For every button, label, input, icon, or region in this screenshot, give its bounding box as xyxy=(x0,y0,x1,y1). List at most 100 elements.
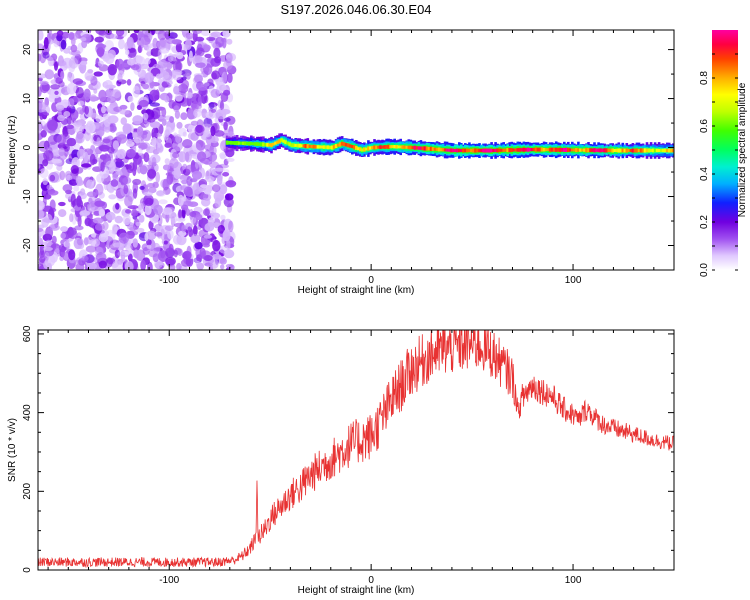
spectrogram-noise-blob xyxy=(66,137,77,147)
spectrogram-noise-blob xyxy=(75,176,83,185)
spectrogram-noise-blob xyxy=(133,137,142,144)
spectrogram-noise-blob xyxy=(146,244,152,249)
spectrogram-noise-blob xyxy=(181,179,188,185)
spectrogram-band-cell xyxy=(239,141,243,145)
spectrogram-band-cell xyxy=(571,148,574,152)
spectrogram-noise-blob xyxy=(103,124,111,133)
spectrogram-noise-blob xyxy=(127,37,133,49)
spectrogram-noise-blob xyxy=(205,111,217,119)
spectrogram-noise-blob xyxy=(139,165,148,175)
spectrogram-band-cell xyxy=(460,149,463,152)
snr-frame xyxy=(37,329,675,571)
spectrogram-band-cell xyxy=(431,147,435,151)
spectrogram-band-cell xyxy=(583,148,586,152)
spectrogram-noise-blob xyxy=(200,30,211,36)
spectrogram-noise-blob xyxy=(58,81,65,88)
spectrogram-band-cell xyxy=(546,148,550,152)
spectrogram-noise-blob xyxy=(104,53,115,65)
spectrogram-noise-blob xyxy=(105,84,116,89)
spectrogram-noise-blob xyxy=(130,209,139,217)
spectrogram-noise-blob xyxy=(96,137,101,147)
spectrogram-band-cell xyxy=(427,147,431,151)
spectrogram-noise-blob xyxy=(126,79,132,86)
spectrogram-noise-blob xyxy=(216,175,223,186)
spectrogram-band-cell xyxy=(254,142,257,146)
spectrogram-noise-blob xyxy=(172,234,182,245)
spectrogram-noise-blob xyxy=(93,210,101,216)
spectrogram-noise-blob xyxy=(160,228,165,241)
spectrogram-band-cell xyxy=(300,144,304,148)
spectrogram-band-cell xyxy=(619,148,623,153)
spectrogram-noise-blob xyxy=(210,88,220,98)
spectrogram-noise-blob xyxy=(116,134,128,144)
spectrogram-noise-blob xyxy=(132,238,138,248)
spectrogram-band-cell xyxy=(409,145,413,150)
spectrogram-band-cell xyxy=(274,141,277,145)
spectrogram-band-cell xyxy=(292,143,295,148)
spectrogram-noise-blob xyxy=(68,230,78,239)
spectrogram-noise-blob xyxy=(124,261,134,270)
spectrogram-band-cell xyxy=(599,148,602,153)
spectrogram-band-cell xyxy=(520,148,524,152)
snr-xlabel: Height of straight line (km) xyxy=(298,585,415,596)
spectrogram-noise-blob xyxy=(48,33,55,39)
spectrogram-ytick-label: 20 xyxy=(22,44,33,56)
snr-xtick-label: -100 xyxy=(159,575,179,586)
spectrogram-noise-blob xyxy=(223,89,231,96)
spectrogram-noise-blob xyxy=(39,111,50,117)
snr-xtick-label: 100 xyxy=(565,575,582,586)
spectrogram-noise-blob xyxy=(146,116,156,123)
spectrogram-noise-blob xyxy=(191,170,203,180)
spectrogram-noise-blob xyxy=(143,152,150,163)
spectrogram-band-cell xyxy=(567,147,570,152)
spectrogram-band-cell xyxy=(613,149,616,152)
spectrogram-band-cell xyxy=(411,146,415,150)
snr-xtick-label: 0 xyxy=(368,575,374,586)
spectrogram-band-cell xyxy=(627,149,631,152)
spectrogram-noise-blob xyxy=(80,60,88,66)
spectrogram-noise-blob xyxy=(39,168,49,179)
spectrogram-noise-blob xyxy=(38,98,44,103)
spectrogram-noise-blob xyxy=(180,30,191,33)
spectrogram-noise-blob xyxy=(95,43,107,49)
spectrogram-noise-blob xyxy=(175,42,182,53)
spectrogram-noise-blob xyxy=(221,141,227,147)
spectrogram-band-cell xyxy=(252,142,255,146)
spectrogram-band-cell xyxy=(659,148,663,153)
spectrogram-noise-blob xyxy=(139,63,149,70)
spectrogram-noise-blob xyxy=(77,100,85,107)
spectrogram-band-cell xyxy=(357,147,360,151)
spectrogram-noise-blob xyxy=(195,62,206,68)
spectrogram-noise-blob xyxy=(199,247,206,259)
spectrogram-band-cell xyxy=(615,148,618,153)
spectrogram-noise-blob xyxy=(115,30,125,37)
spectrogram-noise-blob xyxy=(167,53,174,62)
spectrogram-noise-blob xyxy=(89,94,98,102)
spectrogram-band-cell xyxy=(381,145,384,149)
spectrogram-band-cell xyxy=(439,148,443,152)
spectrogram-band-cell xyxy=(488,148,491,153)
spectrogram-band-cell xyxy=(665,148,669,153)
spectrogram-band-cell xyxy=(316,145,320,149)
spectrogram-noise-blob xyxy=(176,52,184,60)
spectrogram-noise-blob xyxy=(208,161,219,168)
spectrogram-noise-blob xyxy=(151,127,157,140)
spectrogram-noise-blob xyxy=(95,183,104,196)
spectrogram-noise-blob xyxy=(152,253,159,263)
spectrogram-band-cell xyxy=(510,148,514,152)
spectrogram-noise-blob xyxy=(103,113,109,119)
spectrogram-noise-blob xyxy=(154,231,163,237)
spectrogram-noise-blob xyxy=(95,124,100,130)
spectrogram-noise-blob xyxy=(212,240,221,252)
spectrogram-band-cell xyxy=(480,148,483,153)
spectrogram-noise-blob xyxy=(38,263,44,270)
spectrogram-noise-blob xyxy=(186,96,192,107)
spectrogram-band-cell xyxy=(556,147,560,152)
spectrogram-noise-blob xyxy=(174,94,183,102)
spectrogram-band-cell xyxy=(494,148,497,152)
spectrogram-noise-blob xyxy=(146,183,156,188)
spectrogram-noise-blob xyxy=(86,179,95,189)
spectrogram-band-cell xyxy=(423,146,427,151)
spectrogram-noise-blob xyxy=(143,194,154,207)
spectrogram-noise-blob xyxy=(185,151,190,162)
